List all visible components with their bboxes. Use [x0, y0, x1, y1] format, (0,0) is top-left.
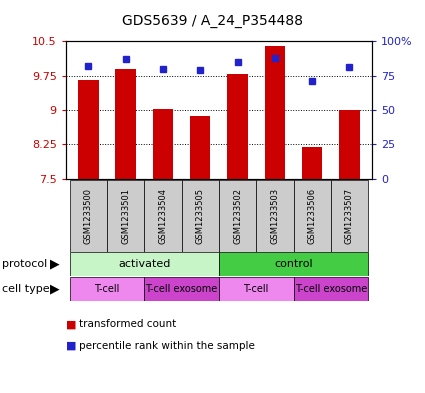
Text: T-cell exosome: T-cell exosome — [295, 284, 367, 294]
Text: ▶: ▶ — [50, 257, 59, 271]
Bar — [181, 180, 219, 252]
Bar — [227, 74, 248, 179]
Bar — [294, 180, 331, 252]
Text: control: control — [274, 259, 313, 269]
Text: transformed count: transformed count — [79, 319, 176, 329]
Bar — [302, 147, 323, 179]
Text: protocol: protocol — [2, 259, 47, 269]
Bar — [144, 277, 219, 301]
Text: percentile rank within the sample: percentile rank within the sample — [79, 341, 255, 351]
Bar — [339, 110, 360, 179]
Bar — [219, 252, 368, 276]
Bar — [70, 180, 107, 252]
Text: T-cell: T-cell — [244, 284, 269, 294]
Bar — [219, 277, 294, 301]
Text: cell type: cell type — [2, 284, 50, 294]
Text: GSM1233505: GSM1233505 — [196, 188, 205, 244]
Bar — [219, 180, 256, 252]
Bar — [331, 180, 368, 252]
Text: GSM1233502: GSM1233502 — [233, 188, 242, 244]
Text: GDS5639 / A_24_P354488: GDS5639 / A_24_P354488 — [122, 14, 303, 28]
Bar — [190, 116, 210, 179]
Text: GSM1233501: GSM1233501 — [121, 188, 130, 244]
Text: GSM1233503: GSM1233503 — [270, 188, 279, 244]
Bar — [144, 180, 181, 252]
Text: ■: ■ — [66, 341, 76, 351]
Text: GSM1233506: GSM1233506 — [308, 188, 317, 244]
Text: T-cell: T-cell — [94, 284, 119, 294]
Bar — [294, 277, 368, 301]
Text: activated: activated — [118, 259, 170, 269]
Bar — [153, 109, 173, 179]
Bar — [115, 69, 136, 179]
Bar — [107, 180, 144, 252]
Text: ■: ■ — [66, 319, 76, 329]
Text: GSM1233507: GSM1233507 — [345, 188, 354, 244]
Bar — [78, 80, 99, 179]
Bar — [265, 46, 285, 179]
Text: GSM1233504: GSM1233504 — [159, 188, 167, 244]
Text: GSM1233500: GSM1233500 — [84, 188, 93, 244]
Text: T-cell exosome: T-cell exosome — [145, 284, 218, 294]
Bar — [70, 252, 219, 276]
Text: ▶: ▶ — [50, 282, 59, 296]
Bar — [70, 277, 144, 301]
Bar — [256, 180, 294, 252]
